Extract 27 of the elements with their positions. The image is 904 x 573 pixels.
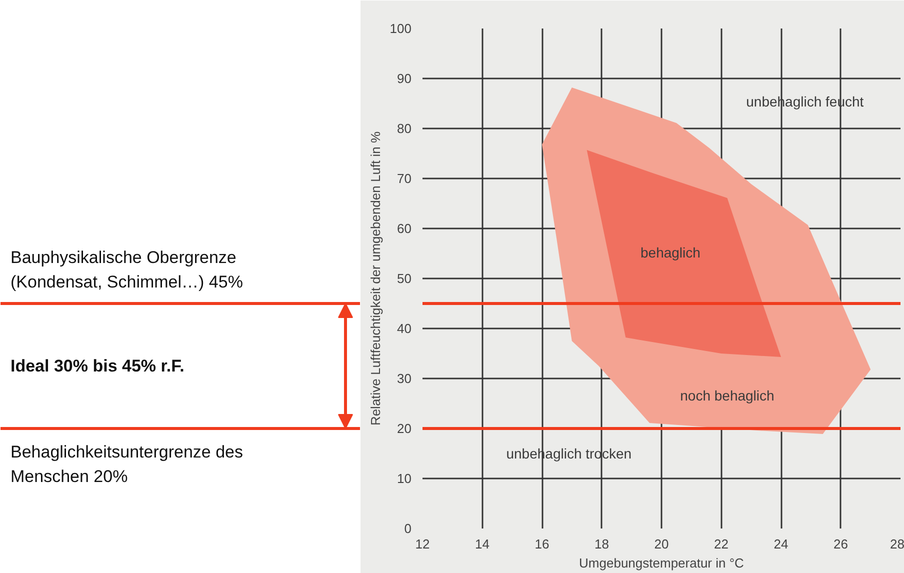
text: Behaglichkeitsuntergrenze des Menschen 20%	[10, 442, 243, 486]
x-tick-label: 12	[415, 536, 430, 552]
x-tick-label: 18	[594, 536, 609, 552]
y-tick-label: 60	[397, 221, 412, 236]
y-tick-label: 80	[397, 121, 412, 136]
annotation: behaglich	[640, 244, 700, 260]
x-axis-title: Umgebungstemperatur in °C	[579, 556, 744, 570]
x-tick-label: 22	[714, 536, 728, 552]
annotation: noch behaglich	[680, 388, 774, 404]
x-tick-label: 14	[475, 536, 490, 552]
y-tick-label: 30	[397, 371, 412, 386]
y-tick-label: 50	[397, 271, 412, 286]
y-tick-label: 90	[397, 71, 412, 86]
y-tick-label: 70	[397, 171, 412, 186]
text: Bauphysikalische Obergrenze (Kondensat, Schimmel…) 45%	[10, 248, 243, 292]
x-tick-label: 20	[654, 536, 669, 552]
y-tick-label: 0	[404, 521, 412, 536]
text: Ideal 30% bis 45% r.F.	[10, 356, 184, 376]
y-axis-title: Relative Luftfeuchtigkeit der umgebenden Luft in %	[368, 130, 383, 426]
y-tick-label: 40	[397, 321, 412, 336]
y-tick-label: 100	[390, 21, 412, 36]
y-tick-label: 20	[397, 421, 412, 436]
x-tick-label: 16	[534, 536, 550, 552]
x-tick-label: 26	[834, 536, 848, 552]
x-tick-label: 28	[890, 536, 904, 552]
x-tick-label: 24	[774, 536, 788, 552]
y-tick-label: 10	[397, 471, 412, 486]
